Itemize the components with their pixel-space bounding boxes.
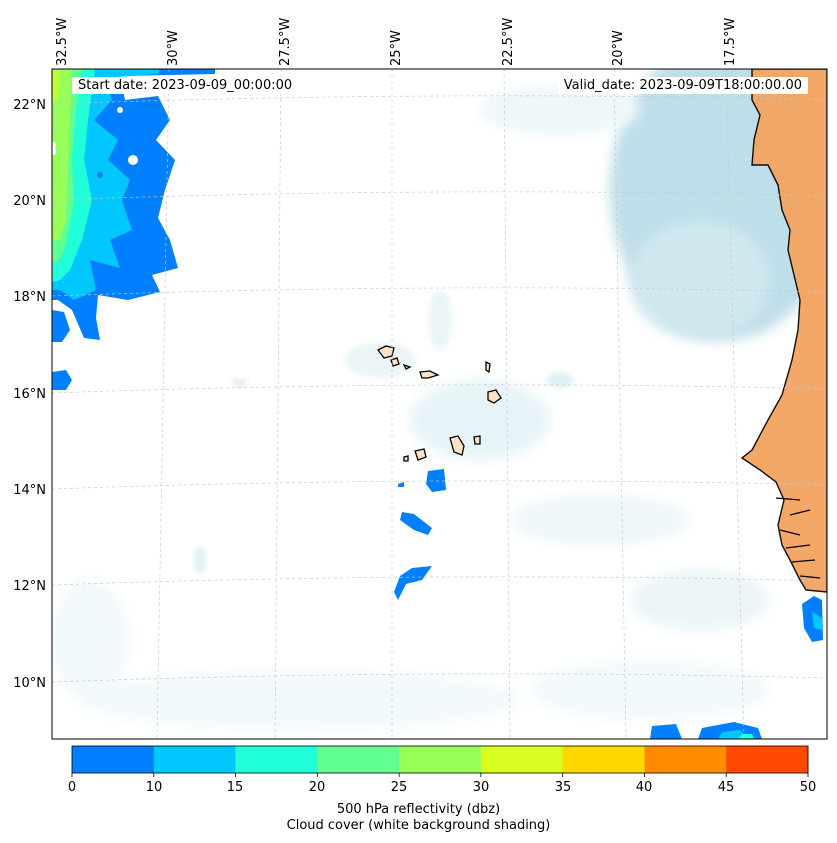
colorbar-tick-label: 50	[799, 780, 817, 795]
colorbar-tick-label: 40	[635, 780, 653, 795]
meridian-line	[156, 69, 170, 739]
parallel-line	[52, 287, 827, 297]
lat-label-20n: 20°N	[13, 194, 46, 209]
colorbar-tick-label: 30	[472, 780, 490, 795]
colorbar-tick-label: 45	[717, 780, 735, 795]
colorbar-swatch	[72, 746, 155, 773]
colorbar-tick-label: 25	[390, 780, 408, 795]
colorbar-swatch	[235, 746, 318, 773]
colorbar-swatch	[399, 746, 482, 773]
colorbar-tick-label: 35	[554, 780, 572, 795]
parallel-line	[52, 95, 827, 105]
colorbar-tick-label: 15	[226, 780, 244, 795]
lat-label-16n: 16°N	[13, 387, 46, 402]
colorbar	[71, 745, 809, 777]
cloud-cover-shading	[52, 69, 827, 730]
lon-label-17-5w: 17.5°W	[723, 17, 738, 66]
lon-label-32-5w: 32.5°W	[55, 17, 70, 66]
start-date-label: Start date: 2023-09-09_00:00:00	[72, 77, 299, 94]
colorbar-label: 500 hPa reflectivity (dbz)	[336, 802, 501, 817]
lon-label-25w: 25°W	[389, 30, 404, 66]
valid-date-label: Valid_date: 2023-09-09T18:00:00.00	[557, 77, 808, 94]
meridian-line	[503, 69, 511, 739]
colorbar-tick-label: 20	[308, 780, 326, 795]
map-frame	[51, 68, 828, 740]
graticule	[52, 69, 827, 739]
africa-landmass	[740, 69, 827, 593]
colorbar-swatch	[726, 746, 809, 773]
meridian-line	[725, 69, 745, 739]
reflectivity-contours	[52, 69, 215, 390]
parallel-line	[52, 191, 827, 201]
lon-label-27-5w: 27.5°W	[278, 17, 293, 66]
colorbar-tick-label: 0	[67, 780, 77, 795]
coast-detail-lines	[775, 497, 821, 579]
parallel-line	[52, 576, 827, 586]
colorbar-sublabel: Cloud cover (white background shading)	[286, 818, 551, 833]
lat-label-18n: 18°N	[13, 290, 46, 305]
parallel-line	[52, 384, 827, 394]
lat-label-22n: 22°N	[13, 98, 46, 113]
parallel-line	[52, 673, 827, 683]
parallel-line	[52, 480, 827, 490]
colorbar-swatch	[153, 746, 237, 773]
lon-label-22-5w: 22.5°W	[501, 17, 516, 66]
colorbar-swatch	[480, 746, 564, 773]
lat-label-10n: 10°N	[13, 676, 46, 691]
colorbar-swatch	[562, 746, 645, 773]
lat-label-14n: 14°N	[13, 483, 46, 498]
map-panel	[52, 69, 827, 739]
colorbar-swatch	[317, 746, 400, 773]
lon-label-30w: 30°W	[166, 30, 181, 66]
colorbar-tick-label: 10	[145, 780, 163, 795]
cape-verde-islands	[377, 345, 502, 462]
lat-label-12n: 12°N	[13, 579, 46, 594]
lon-label-20w: 20°W	[611, 30, 626, 66]
meridian-line	[274, 69, 282, 739]
colorbar-swatch	[644, 746, 727, 773]
meridian-line	[613, 69, 627, 739]
reflectivity-cells	[394, 469, 823, 739]
